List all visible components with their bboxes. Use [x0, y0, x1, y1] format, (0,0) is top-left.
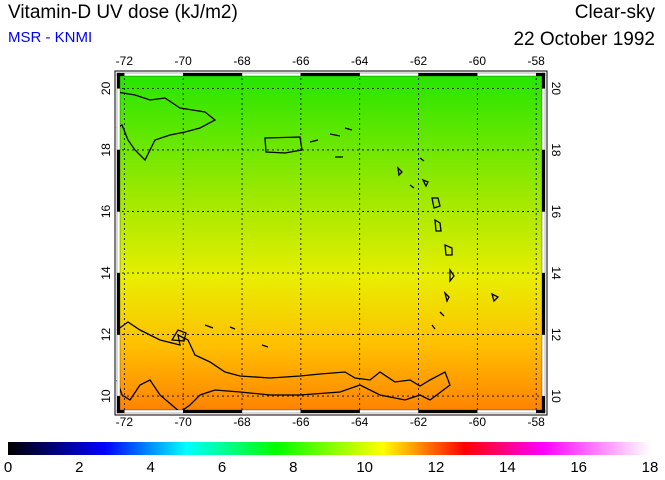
border-segment [116, 72, 121, 89]
lon-label-top: -58 [528, 54, 546, 68]
colorbar-tick-label: 16 [570, 459, 587, 476]
border-segment [541, 272, 546, 335]
border-segment [300, 409, 360, 414]
colorbar [8, 442, 650, 455]
lon-label-top: -68 [233, 54, 251, 68]
border-segment [116, 88, 121, 151]
south-america-coast [116, 321, 451, 413]
lat-label-right: 14 [549, 266, 563, 280]
lon-label-bottom: -60 [469, 415, 487, 429]
border-segment [116, 395, 121, 414]
colorbar-tick-label: 18 [641, 459, 659, 476]
border-segment [183, 409, 243, 414]
hispaniola [116, 91, 217, 162]
map-frame [114, 70, 548, 416]
colorbar-tick-label: 14 [498, 459, 516, 476]
lon-label-bottom: -62 [410, 415, 428, 429]
axis-labels: -72 -72 -70 -70 -68 -68 -66 -66 -64 -64 -62 -62 -60 -… [99, 54, 563, 429]
border-segment [359, 72, 419, 77]
colorbar-tick-label: 6 [217, 459, 227, 476]
lat-label-right: 10 [549, 389, 563, 403]
lat-label-left: 18 [99, 143, 113, 157]
lon-label-bottom: -72 [116, 415, 134, 429]
outer-border [114, 70, 548, 416]
coastlines [116, 91, 500, 413]
uv-dose-map: -72 -72 -70 -70 -68 -68 -66 -66 -64 -64 -62 -62 -60 -… [99, 54, 563, 429]
lat-label-right: 20 [549, 82, 563, 96]
dose-field [117, 73, 545, 413]
border-segment [477, 409, 537, 414]
colorbar-tick-label: 4 [146, 459, 155, 476]
lon-label-top: -64 [351, 54, 369, 68]
lat-label-right: 18 [549, 143, 563, 157]
lon-label-top: -62 [410, 54, 428, 68]
border-segment [241, 409, 301, 414]
lon-label-top: -70 [175, 54, 193, 68]
virgin-islands [309, 127, 353, 158]
sky-condition: Clear-sky [574, 2, 655, 23]
colorbar-tick-label: 0 [3, 459, 13, 476]
colorbar-tick-label: 10 [356, 459, 373, 476]
border-segment [124, 409, 184, 414]
lon-label-bottom: -68 [233, 415, 251, 429]
border-segment [116, 334, 121, 397]
lat-label-left: 12 [99, 328, 113, 342]
border-segment [541, 395, 546, 414]
lat-label-left: 20 [99, 81, 113, 95]
lesser-antilles [397, 157, 500, 330]
puerto-rico [264, 136, 303, 154]
lon-label-top: -60 [469, 54, 487, 68]
border-segment [300, 72, 360, 77]
border-segment [418, 409, 478, 414]
source-label: MSR - KNMI [8, 29, 93, 46]
border-segment [541, 88, 546, 151]
border-segment [116, 149, 121, 212]
lon-label-bottom: -66 [292, 415, 310, 429]
border-segment [418, 72, 478, 77]
border-segment [359, 409, 419, 414]
lat-label-right: 12 [549, 328, 563, 342]
lon-label-bottom: -64 [351, 415, 369, 429]
lon-label-top: -66 [292, 54, 310, 68]
border-segment [183, 72, 243, 77]
graticule [117, 73, 545, 413]
colorbar-tick-label: 2 [75, 459, 84, 476]
lon-label-bottom: -58 [528, 415, 546, 429]
lat-label-left: 10 [99, 389, 113, 403]
aruba-curacao [170, 324, 269, 348]
map-date: 22 October 1992 [513, 29, 655, 50]
lat-label-left: 14 [99, 266, 113, 280]
border-segment [116, 272, 121, 335]
colorbar-tick-label: 12 [427, 459, 445, 476]
lon-label-top: -72 [116, 54, 134, 68]
lat-label-left: 16 [99, 204, 113, 218]
colorbar-tick-label: 8 [289, 459, 298, 476]
border-segment [241, 72, 301, 77]
lat-label-right: 16 [549, 205, 563, 219]
border-segment [541, 149, 546, 212]
border-segment [116, 211, 121, 274]
border-segment [541, 72, 546, 89]
lon-label-bottom: -70 [175, 415, 193, 429]
border-segment [541, 334, 546, 397]
map-title: Vitamin-D UV dose (kJ/m2) [8, 2, 238, 23]
border-segment [541, 211, 546, 274]
border-segment [477, 72, 537, 77]
border-segment [124, 72, 184, 77]
